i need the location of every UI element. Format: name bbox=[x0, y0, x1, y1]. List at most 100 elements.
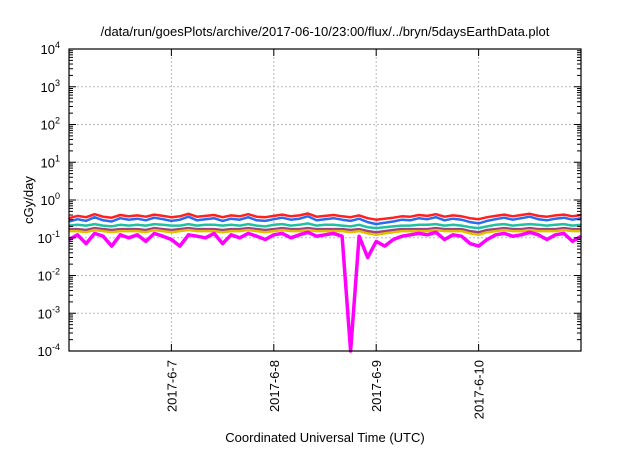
data-point-green bbox=[204, 224, 207, 226]
data-point-blue bbox=[230, 217, 232, 220]
data-point-yellow bbox=[494, 230, 497, 232]
data-point-blue bbox=[401, 218, 403, 221]
data-point-green bbox=[93, 223, 96, 225]
data-point-blue bbox=[392, 220, 395, 223]
data-point-yellow bbox=[349, 231, 352, 234]
data-point-magenta bbox=[418, 232, 420, 235]
data-point-green bbox=[409, 224, 412, 227]
data-point-yellow bbox=[409, 230, 412, 232]
data-point-blue bbox=[460, 218, 463, 221]
data-point-red bbox=[494, 215, 497, 217]
chart-title: /data/run/goesPlots/archive/2017-06-10/2… bbox=[101, 24, 550, 39]
data-point-yellow bbox=[503, 229, 506, 231]
data-point-blue bbox=[494, 218, 497, 221]
data-point-green bbox=[571, 224, 574, 227]
data-point-blue bbox=[554, 217, 557, 220]
data-point-blue bbox=[435, 216, 437, 219]
data-point-magenta bbox=[290, 236, 292, 239]
data-point-blue bbox=[76, 218, 79, 221]
x-tick-label: 2017-6-7 bbox=[164, 360, 179, 412]
data-point-yellow bbox=[127, 230, 130, 232]
data-point-yellow bbox=[153, 229, 156, 231]
data-point-magenta bbox=[119, 233, 121, 236]
data-point-purple bbox=[230, 228, 232, 230]
data-point-blue bbox=[537, 218, 540, 221]
data-point-yellow bbox=[204, 230, 207, 232]
data-point-red bbox=[307, 212, 309, 215]
data-point-blue bbox=[332, 217, 335, 219]
data-point-purple bbox=[162, 228, 164, 230]
data-point-green bbox=[383, 226, 386, 229]
data-point-red bbox=[179, 215, 181, 218]
data-point-blue bbox=[179, 218, 181, 221]
data-point-red bbox=[221, 216, 224, 219]
data-point-magenta bbox=[341, 235, 343, 237]
data-point-purple bbox=[127, 228, 130, 230]
data-point-magenta bbox=[332, 232, 335, 235]
data-point-green bbox=[247, 223, 249, 225]
data-point-green bbox=[281, 223, 284, 225]
data-point-purple bbox=[341, 228, 343, 230]
data-point-green bbox=[349, 225, 352, 228]
data-point-yellow bbox=[366, 232, 369, 235]
data-point-red bbox=[341, 215, 343, 218]
data-point-yellow bbox=[460, 230, 463, 232]
data-point-blue bbox=[110, 220, 113, 223]
data-point-yellow bbox=[93, 229, 96, 231]
data-point-green bbox=[136, 224, 139, 226]
data-point-purple bbox=[401, 228, 403, 230]
data-point-green bbox=[324, 224, 326, 226]
data-point-red bbox=[93, 213, 96, 216]
data-point-yellow bbox=[477, 233, 480, 236]
y-tick-label: 101 bbox=[41, 153, 60, 170]
data-point-purple bbox=[136, 228, 139, 230]
data-point-magenta bbox=[153, 232, 156, 235]
data-point-red bbox=[85, 216, 87, 219]
data-point-magenta bbox=[511, 235, 514, 237]
data-point-green bbox=[418, 224, 420, 226]
data-point-yellow bbox=[469, 232, 471, 235]
data-point-blue bbox=[221, 220, 224, 222]
data-point-blue bbox=[298, 217, 301, 220]
data-point-magenta bbox=[375, 240, 378, 243]
data-point-red bbox=[554, 214, 557, 217]
data-point-green bbox=[537, 224, 540, 226]
data-point-purple bbox=[238, 228, 241, 230]
data-point-blue bbox=[469, 221, 471, 223]
data-point-blue bbox=[204, 218, 207, 221]
data-point-purple bbox=[366, 230, 369, 232]
data-point-blue bbox=[383, 221, 386, 224]
data-point-red bbox=[452, 214, 454, 217]
data-point-green bbox=[503, 223, 506, 225]
data-point-magenta bbox=[426, 233, 429, 236]
data-point-blue bbox=[170, 220, 173, 222]
data-point-blue bbox=[375, 223, 378, 225]
data-point-yellow bbox=[76, 230, 79, 232]
data-point-yellow bbox=[264, 231, 267, 234]
data-point-yellow bbox=[298, 230, 301, 232]
data-point-green bbox=[145, 224, 147, 227]
data-point-green bbox=[358, 224, 360, 226]
data-point-magenta bbox=[435, 231, 437, 234]
data-point-yellow bbox=[247, 229, 249, 231]
data-point-blue bbox=[255, 219, 258, 222]
data-point-blue bbox=[281, 216, 284, 219]
data-point-yellow bbox=[315, 230, 318, 232]
data-point-yellow bbox=[546, 230, 548, 232]
data-point-yellow bbox=[145, 231, 147, 234]
data-point-purple bbox=[315, 228, 318, 230]
data-point-blue bbox=[162, 218, 164, 221]
data-point-purple bbox=[324, 228, 326, 230]
data-point-magenta bbox=[145, 240, 147, 243]
data-point-blue bbox=[213, 217, 215, 219]
data-point-magenta bbox=[273, 233, 275, 236]
data-point-blue bbox=[315, 219, 318, 222]
data-point-green bbox=[563, 223, 565, 225]
data-point-red bbox=[196, 215, 198, 218]
data-point-magenta bbox=[102, 235, 104, 237]
data-point-magenta bbox=[93, 232, 96, 235]
data-point-blue bbox=[358, 217, 360, 220]
data-point-red bbox=[110, 216, 113, 219]
data-point-red bbox=[460, 215, 463, 218]
